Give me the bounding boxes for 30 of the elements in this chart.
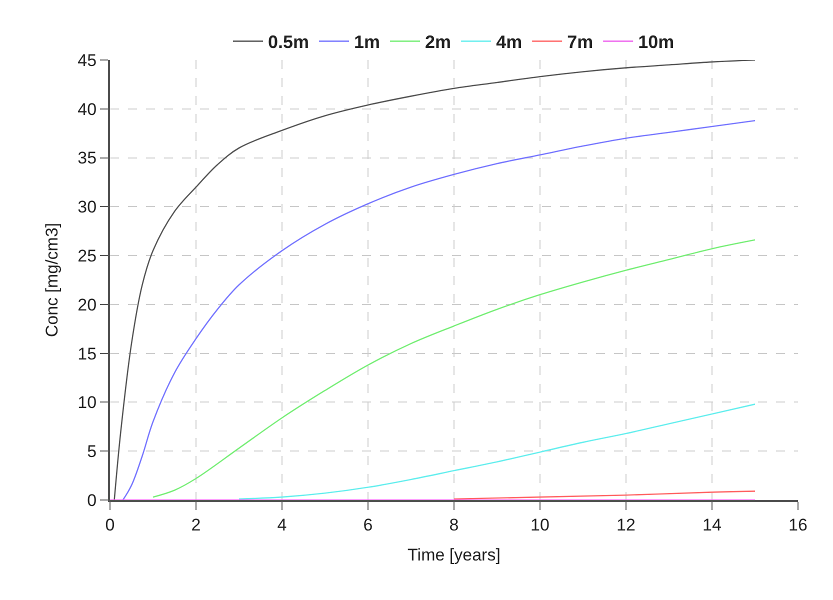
legend-label: 4m [496,32,522,52]
y-tick-label: 40 [78,100,97,119]
x-axis-title: Time [years] [408,545,500,564]
x-tick-label: 0 [105,515,115,534]
y-tick-label: 25 [78,246,97,266]
x-tick-label: 8 [449,515,459,534]
y-tick-label: 35 [78,148,97,168]
x-tick-label: 16 [788,515,808,534]
legend-label: 1m [354,32,380,52]
y-tick-label: 10 [78,393,97,412]
x-tick-label: 6 [363,515,373,534]
y-tick-label: 0 [87,490,97,510]
x-tick-label: 12 [616,515,636,534]
line-series [453,490,756,500]
line-series [238,404,756,500]
legend-label: 0.5m [268,32,310,52]
legend-label: 7m [567,32,594,52]
x-tick-label: 4 [277,515,287,534]
y-axis-title: Conc [mg/cm3] [42,222,62,338]
legend-label: 2m [425,32,452,52]
x-tick-label: 2 [191,515,201,534]
legend-label: 10m [638,32,674,52]
line-series [152,239,756,498]
y-tick-label: 30 [78,198,97,217]
y-tick-label: 5 [87,442,97,462]
x-tick-label: 10 [530,515,550,534]
y-tick-label: 45 [78,50,97,70]
y-tick-label: 20 [78,295,97,314]
x-tick-label: 14 [702,515,722,534]
y-tick-label: 15 [78,344,97,364]
